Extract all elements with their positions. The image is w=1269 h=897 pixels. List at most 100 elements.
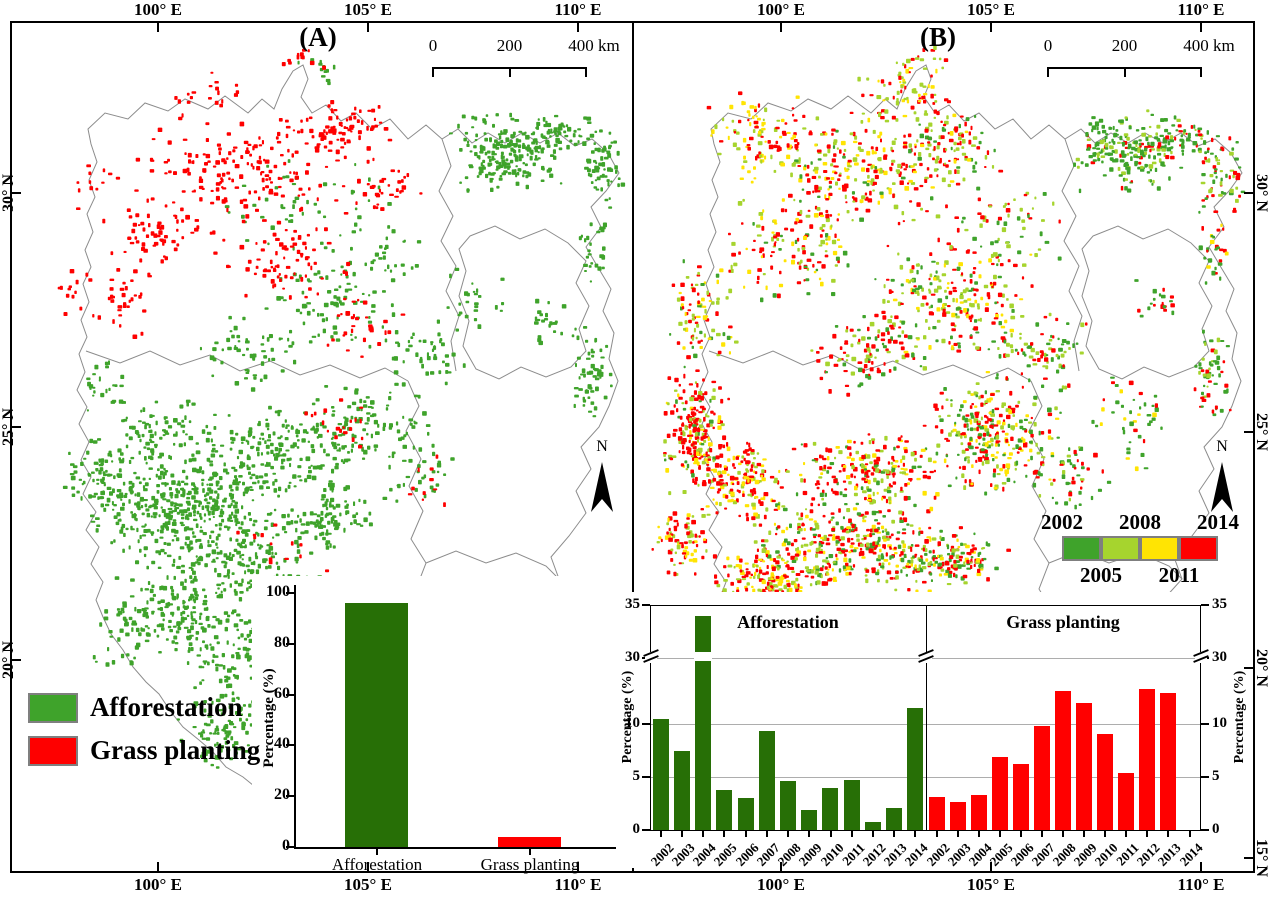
bar-afforestation-2008 bbox=[780, 781, 796, 830]
longitude-tick bbox=[367, 23, 369, 32]
x-tick bbox=[1019, 831, 1022, 837]
y-tick-left bbox=[642, 604, 650, 606]
bar-grass-planting-2013 bbox=[1160, 693, 1177, 830]
y-axis-label-left: Percentage (%) bbox=[620, 670, 635, 764]
y-tick-label-right: 30 bbox=[1212, 649, 1227, 665]
y-tick-label: 100 bbox=[266, 583, 290, 600]
bar-afforestation-2005 bbox=[716, 789, 733, 830]
scalebar-tick bbox=[1123, 67, 1126, 77]
y-tick bbox=[286, 592, 294, 594]
scalebar-tick bbox=[432, 67, 434, 77]
longitude-label-bottom: 100° E bbox=[757, 875, 805, 894]
x-category-label: Afforestation bbox=[331, 855, 423, 874]
bar-afforestation-2012 bbox=[864, 821, 881, 830]
latitude-label-right: 15° N bbox=[1253, 839, 1269, 877]
y-tick-right bbox=[1201, 829, 1209, 831]
latitude-tick bbox=[1244, 667, 1253, 669]
y-tick-label: 80 bbox=[274, 633, 290, 651]
bar-afforestation-2003 bbox=[673, 750, 690, 830]
longitude-label-top: 110° E bbox=[554, 0, 602, 19]
y-tick-label-left: 0 bbox=[632, 821, 641, 837]
legend-ramp-swatch-1 bbox=[1062, 536, 1101, 561]
x-tick bbox=[1146, 831, 1149, 837]
longitude-label-top: 105° E bbox=[967, 0, 1015, 19]
longitude-label-top: 100° E bbox=[134, 0, 182, 19]
y-tick-label-right: 10 bbox=[1212, 715, 1227, 731]
y-tick bbox=[286, 642, 294, 645]
y-tick-label: 0 bbox=[282, 837, 290, 854]
bar-afforestation bbox=[345, 603, 408, 847]
x-tick bbox=[977, 831, 980, 837]
latitude-label-right: 25° N bbox=[1253, 413, 1269, 451]
panel-label-b: (B) bbox=[920, 22, 956, 52]
north-arrow-icon bbox=[591, 462, 613, 512]
scalebar-label-400km: 400 km bbox=[568, 36, 620, 55]
y-tick-left bbox=[642, 829, 650, 831]
bar-afforestation-2009 bbox=[801, 809, 818, 830]
scalebar-tick bbox=[508, 67, 511, 77]
bar-afforestation-2011 bbox=[843, 780, 860, 830]
legend-year-2014: 2014 bbox=[1197, 510, 1239, 534]
latitude-label-left: 20° N bbox=[0, 641, 17, 679]
legend-map-a: Afforestation Grass planting bbox=[28, 688, 338, 774]
longitude-tick bbox=[157, 862, 159, 871]
bar-grass-planting-2006 bbox=[1012, 764, 1029, 830]
x-tick bbox=[659, 831, 662, 837]
x-tick bbox=[829, 831, 832, 837]
bar-break-gap bbox=[694, 652, 713, 661]
longitude-tick bbox=[157, 23, 159, 32]
bar-afforestation-2014 bbox=[907, 708, 924, 830]
x-tick bbox=[1040, 831, 1043, 837]
longitude-tick bbox=[367, 862, 369, 871]
x-tick bbox=[787, 831, 789, 837]
latitude-tick bbox=[12, 426, 21, 428]
longitude-label-top: 105° E bbox=[344, 0, 392, 19]
x-tick bbox=[850, 831, 853, 837]
bar-grass-planting-2005 bbox=[991, 756, 1008, 830]
x-tick bbox=[998, 831, 1001, 837]
legend-swatch-afforestation bbox=[28, 693, 78, 723]
y-axis-line bbox=[294, 585, 296, 849]
bar-grass-planting-2007 bbox=[1034, 726, 1050, 830]
scalebar-label-0: 0 bbox=[1043, 36, 1053, 55]
section-divider-line bbox=[925, 605, 927, 830]
latitude-label-right: 20° N bbox=[1253, 649, 1269, 687]
longitude-tick bbox=[990, 23, 992, 32]
x-tick bbox=[765, 831, 768, 837]
axis-break-gap bbox=[1194, 652, 1207, 663]
section-title-afforestation: Afforestation bbox=[737, 612, 839, 632]
legend-year-2008: 2008 bbox=[1119, 510, 1161, 534]
x-category-label: Grass planting bbox=[480, 855, 580, 874]
bar-grass-planting-2008 bbox=[1055, 691, 1072, 830]
bar-afforestation-2010 bbox=[822, 787, 839, 830]
y-tick-label-left: 10 bbox=[625, 715, 640, 731]
x-tick bbox=[956, 831, 959, 837]
y-tick-label: 40 bbox=[274, 735, 290, 753]
x-tick bbox=[1104, 831, 1107, 837]
x-tick bbox=[744, 831, 747, 837]
latitude-label-right: 30° N bbox=[1253, 174, 1269, 212]
y-tick bbox=[286, 846, 294, 848]
legend-swatch-grass-planting bbox=[28, 736, 78, 766]
y-axis-label-right: Percentage (%) bbox=[1232, 670, 1247, 764]
y-tick-label-left: 35 bbox=[625, 596, 640, 612]
y-tick-label-right: 35 bbox=[1212, 596, 1227, 612]
x-tick bbox=[702, 831, 705, 837]
legend-ramp-swatch-2 bbox=[1101, 536, 1140, 561]
longitude-tick bbox=[577, 862, 579, 871]
legend-map-b-years: 2002 2008 2014 2005 2011 bbox=[1040, 510, 1260, 594]
scalebar-tick bbox=[585, 67, 587, 77]
x-tick bbox=[871, 831, 874, 837]
axis-break-gap bbox=[644, 652, 657, 663]
longitude-tick bbox=[1200, 23, 1202, 32]
x-tick bbox=[1125, 831, 1128, 837]
y-tick-left bbox=[642, 723, 650, 725]
latitude-label-left: 25° N bbox=[0, 408, 17, 446]
longitude-label-bottom: 100° E bbox=[134, 875, 182, 894]
scalebar-label-200: 200 bbox=[496, 36, 523, 55]
legend-year-2002: 2002 bbox=[1041, 510, 1083, 534]
legend-ramp-swatch-3 bbox=[1140, 536, 1179, 561]
north-arrow-icon bbox=[1211, 462, 1233, 512]
x-tick bbox=[1167, 831, 1170, 837]
scalebar-label-400km: 400 km bbox=[1183, 36, 1235, 55]
